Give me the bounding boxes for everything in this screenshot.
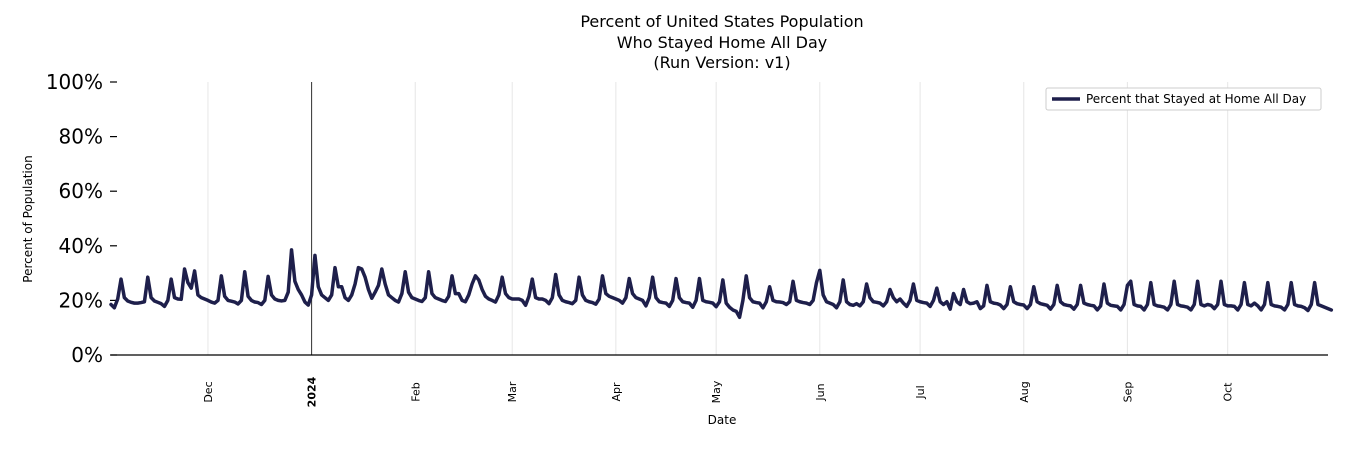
- x-tick-label-2024: 2024: [306, 376, 319, 407]
- legend-box: [1045, 87, 1322, 111]
- legend: Percent that Stayed at Home All Day: [1045, 87, 1322, 111]
- y-tick-label-80: 80%: [59, 125, 103, 149]
- y-tick-label-60: 60%: [59, 179, 103, 203]
- y-axis: 0% 20% 40% 60% 80% 100%: [46, 70, 117, 367]
- y-tick-label-20: 20%: [59, 288, 103, 312]
- y-axis-label: Percent of Population: [21, 155, 35, 282]
- x-tick-label-aug: Aug: [1018, 381, 1031, 402]
- x-axis: Dec 2024 Feb Mar Apr May Jun Jul Aug Sep Oct: [202, 376, 1235, 407]
- x-tick-label-apr: Apr: [610, 382, 623, 402]
- x-tick-label-dec: Dec: [202, 381, 215, 402]
- chart-title-line-2: Who Stayed Home All Day: [617, 33, 827, 52]
- y-tick-label-40: 40%: [59, 234, 103, 258]
- x-tick-label-may: May: [710, 380, 723, 403]
- series-line-stayed-home: [109, 248, 1334, 320]
- y-tick-label-0: 0%: [71, 343, 103, 367]
- x-tick-label-mar: Mar: [506, 381, 519, 402]
- x-tick-label-sep: Sep: [1121, 382, 1134, 403]
- x-tick-label-feb: Feb: [409, 382, 422, 401]
- legend-label: Percent that Stayed at Home All Day: [1086, 92, 1306, 106]
- y-tick-label-100: 100%: [46, 70, 103, 94]
- x-tick-label-oct: Oct: [1222, 382, 1235, 402]
- chart-title-line-3: (Run Version: v1): [653, 53, 790, 72]
- x-tick-label-jul: Jul: [914, 385, 927, 399]
- chart-title-line-1: Percent of United States Population: [580, 12, 863, 31]
- x-tick-label-jun: Jun: [814, 383, 827, 401]
- x-axis-label: Date: [708, 413, 737, 427]
